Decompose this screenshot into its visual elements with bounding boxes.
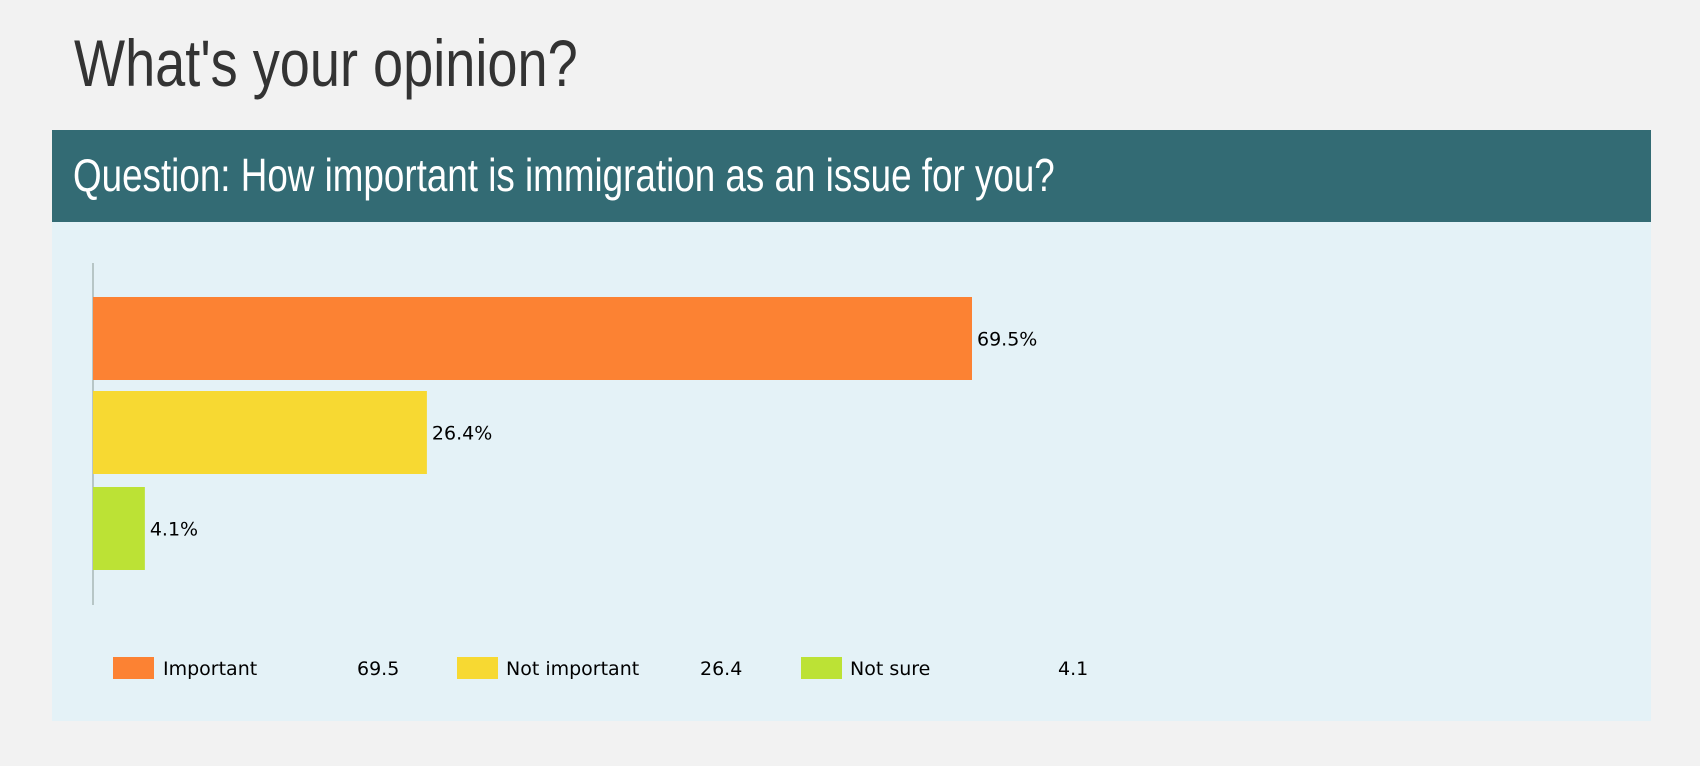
legend-label-1: Not important [506, 658, 639, 680]
legend-value-1: 26.4 [700, 658, 742, 680]
legend-swatch-0 [113, 657, 154, 679]
page-title: What's your opinion? [74, 26, 578, 100]
data-label-1: 26.4% [432, 423, 492, 445]
legend-label-0: Important [163, 658, 257, 680]
data-label-2: 4.1% [150, 519, 198, 541]
bar-1 [93, 391, 427, 474]
legend-value-2: 4.1 [1058, 658, 1088, 680]
legend-label-2: Not sure [850, 658, 930, 680]
bar-2 [93, 487, 145, 570]
question-text: Question: How important is immigration a… [73, 149, 1055, 201]
legend-swatch-2 [801, 657, 842, 679]
data-label-0: 69.5% [977, 329, 1037, 351]
legend-value-0: 69.5 [357, 658, 399, 680]
legend-swatch-1 [457, 657, 498, 679]
bar-0 [93, 297, 972, 380]
question-header: Question: How important is immigration a… [52, 130, 1651, 222]
question-panel: Question: How important is immigration a… [52, 130, 1651, 721]
